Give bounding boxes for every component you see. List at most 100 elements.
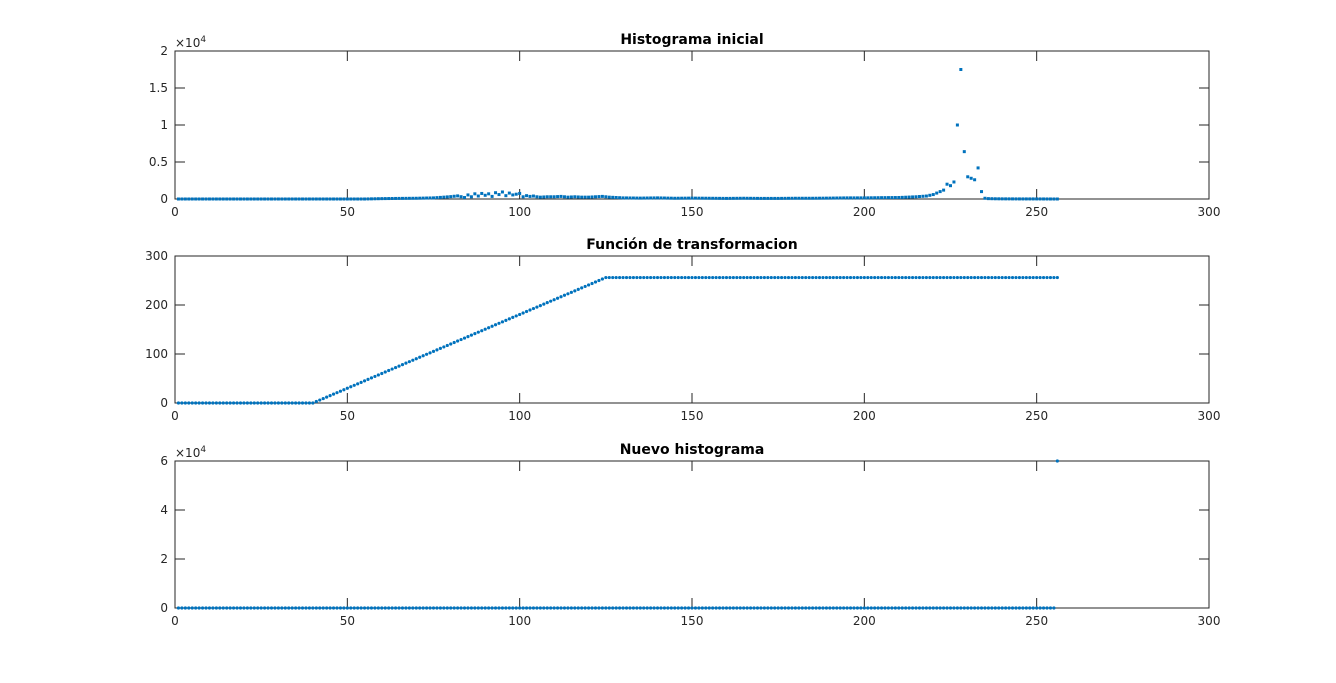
data-point bbox=[407, 196, 411, 200]
data-point bbox=[435, 606, 439, 610]
data-point bbox=[238, 197, 242, 201]
data-point bbox=[518, 606, 522, 610]
data-point bbox=[1028, 606, 1032, 610]
data-point bbox=[731, 606, 735, 610]
data-point bbox=[824, 196, 828, 200]
data-point bbox=[676, 196, 680, 200]
data-point bbox=[876, 606, 880, 610]
data-point bbox=[600, 277, 604, 281]
data-point bbox=[380, 197, 384, 201]
data-point bbox=[466, 606, 470, 610]
data-point bbox=[590, 195, 594, 199]
data-point bbox=[697, 275, 701, 280]
data-point bbox=[349, 197, 353, 201]
data-point bbox=[235, 197, 239, 201]
data-point bbox=[842, 275, 846, 280]
data-point bbox=[742, 196, 746, 200]
data-point bbox=[397, 196, 401, 200]
data-point bbox=[221, 401, 225, 405]
data-point bbox=[221, 197, 225, 201]
data-point bbox=[683, 275, 687, 280]
data-point bbox=[828, 275, 832, 280]
data-point bbox=[938, 606, 942, 610]
data-point bbox=[269, 401, 274, 405]
data-point bbox=[945, 606, 949, 610]
data-point bbox=[445, 343, 449, 348]
data-point bbox=[862, 196, 866, 200]
data-point bbox=[814, 275, 818, 280]
data-point bbox=[259, 401, 263, 405]
data-point bbox=[521, 606, 525, 610]
data-point bbox=[910, 275, 915, 280]
data-point bbox=[849, 196, 853, 200]
data-point bbox=[800, 606, 804, 610]
data-point bbox=[628, 196, 632, 200]
y-tick-label: 300 bbox=[145, 249, 168, 263]
data-point bbox=[655, 606, 660, 610]
data-point bbox=[538, 606, 542, 610]
data-point bbox=[697, 606, 701, 610]
data-point bbox=[559, 194, 563, 198]
data-point bbox=[945, 182, 949, 186]
data-point bbox=[314, 197, 318, 201]
data-point bbox=[659, 196, 663, 200]
data-point bbox=[476, 194, 480, 198]
data-point bbox=[618, 606, 622, 610]
data-point bbox=[735, 606, 739, 610]
data-point bbox=[914, 275, 918, 280]
data-point bbox=[549, 195, 553, 199]
data-point bbox=[338, 197, 342, 201]
data-point bbox=[690, 275, 694, 280]
data-point bbox=[873, 275, 877, 280]
plot-area bbox=[174, 255, 1210, 404]
data-point bbox=[531, 306, 536, 311]
data-point bbox=[321, 396, 325, 401]
x-tick-label: 0 bbox=[171, 205, 179, 219]
y-tick-label: 6 bbox=[160, 454, 168, 468]
data-point bbox=[497, 321, 501, 325]
data-point bbox=[618, 196, 622, 200]
data-point bbox=[404, 606, 408, 610]
data-point bbox=[814, 606, 818, 610]
data-point bbox=[328, 197, 332, 201]
data-point bbox=[538, 303, 542, 308]
data-point bbox=[649, 196, 653, 200]
data-point bbox=[425, 606, 429, 610]
data-point bbox=[742, 275, 746, 280]
data-point bbox=[462, 606, 467, 610]
data-point bbox=[538, 195, 542, 199]
y-tick-label: 0 bbox=[160, 601, 168, 615]
data-point bbox=[783, 606, 787, 610]
data-point bbox=[190, 606, 194, 610]
data-point bbox=[380, 371, 384, 376]
data-point bbox=[542, 302, 546, 306]
data-point bbox=[869, 606, 873, 610]
data-point bbox=[555, 606, 560, 610]
data-point bbox=[459, 337, 463, 342]
data-point bbox=[256, 606, 260, 610]
data-point bbox=[700, 275, 704, 280]
data-point bbox=[1004, 606, 1008, 610]
data-point bbox=[666, 275, 670, 280]
data-point bbox=[249, 401, 253, 405]
data-point bbox=[662, 196, 666, 200]
data-point bbox=[462, 336, 467, 340]
x-tick-label: 150 bbox=[681, 614, 704, 628]
data-point bbox=[948, 275, 953, 280]
data-point bbox=[821, 606, 825, 610]
data-point bbox=[480, 329, 484, 333]
data-point bbox=[504, 194, 508, 198]
data-point bbox=[318, 398, 322, 402]
data-point bbox=[328, 606, 332, 610]
data-point bbox=[366, 377, 370, 381]
data-point bbox=[1045, 197, 1049, 201]
data-point bbox=[431, 349, 436, 353]
data-point bbox=[452, 606, 456, 610]
data-point bbox=[859, 275, 863, 280]
x-tick-label: 0 bbox=[171, 409, 179, 423]
data-point bbox=[649, 275, 653, 280]
y-tick-label: 0 bbox=[160, 396, 168, 410]
data-point bbox=[604, 275, 608, 280]
data-point bbox=[948, 606, 953, 610]
data-point bbox=[1007, 275, 1011, 280]
